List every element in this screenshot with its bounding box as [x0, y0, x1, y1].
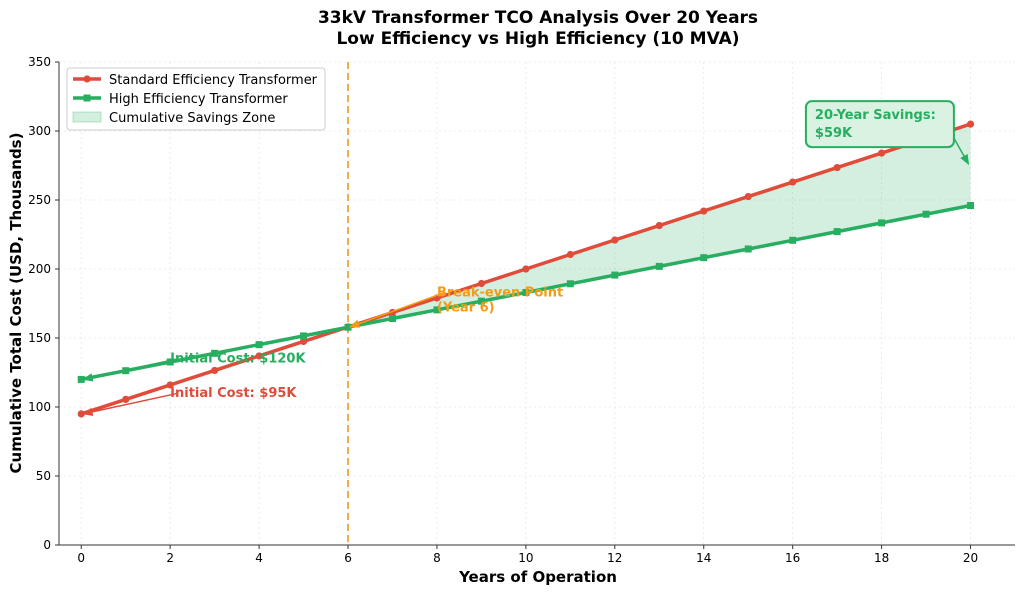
- x-tick-label-14: 14: [696, 551, 711, 565]
- point-s0-2: [166, 381, 174, 389]
- savings-label-box: [804, 100, 955, 149]
- x-tick-label-16: 16: [785, 551, 800, 565]
- savings-label-line1: 20-Year Savings:: [815, 108, 936, 123]
- point-s0-3: [211, 366, 219, 375]
- y-tick-label-50: 50: [36, 469, 51, 483]
- point-s1-6: [344, 323, 352, 331]
- x-tick-label-2: 2: [166, 551, 174, 565]
- annotation-arrow-init-std: [82, 392, 179, 416]
- point-s1-18: [878, 219, 886, 227]
- point-s1-9: [477, 297, 485, 305]
- x-tick-label-10: 10: [518, 551, 533, 565]
- point-s1-12: [611, 271, 619, 279]
- savings-arrow: [953, 137, 970, 166]
- y-tick-label-300: 300: [28, 124, 51, 138]
- point-s1-5: [300, 332, 308, 340]
- point-s1-17: [833, 228, 841, 236]
- x-axis-label: Years of Operation: [458, 568, 617, 586]
- y-tick-label-200: 200: [28, 262, 51, 276]
- point-s1-4: [255, 341, 263, 349]
- x-tick-label-4: 4: [255, 551, 263, 565]
- x-tick-label-20: 20: [963, 551, 978, 565]
- point-s1-2: [166, 358, 174, 366]
- annotation-init-std: Initial Cost: $95K: [170, 386, 297, 401]
- annotation-arrow-init-high: [82, 357, 179, 382]
- y-tick-label-150: 150: [28, 331, 51, 345]
- point-s1-11: [566, 280, 574, 288]
- point-s1-19: [922, 210, 930, 218]
- point-s0-14: [700, 207, 708, 215]
- legend-label-0: Standard Efficiency Transformer: [109, 73, 318, 88]
- annotation-breakeven-line2: (Year 6): [437, 300, 495, 315]
- point-s0-15: [744, 192, 752, 201]
- y-tick-label-250: 250: [28, 193, 51, 207]
- annotations: Break-even Point(Year 6) Initial Cost: $1…: [82, 100, 970, 416]
- x-tick-label-8: 8: [433, 551, 441, 565]
- x-tick-label-18: 18: [874, 551, 889, 565]
- annotation-init-high: Initial Cost: $120K: [170, 352, 306, 367]
- point-s0-9: [477, 279, 486, 288]
- point-s0-10: [522, 265, 530, 273]
- y-tick-label-100: 100: [28, 400, 51, 414]
- point-s1-14: [700, 254, 708, 262]
- legend-label-fill: Cumulative Savings Zone: [109, 111, 275, 126]
- point-s0-16: [789, 178, 797, 186]
- point-s0-13: [655, 221, 663, 230]
- series-layer: [77, 120, 975, 418]
- legend-marker-1: [83, 94, 91, 102]
- x-tick-label-6: 6: [344, 551, 352, 565]
- x-tick-label-0: 0: [77, 551, 85, 565]
- x-tick-label-12: 12: [607, 551, 622, 565]
- point-s0-12: [611, 236, 619, 244]
- point-s1-16: [789, 236, 797, 244]
- chart-subtitle: Low Efficiency vs High Efficiency (10 MV…: [336, 29, 739, 49]
- point-s1-20: [967, 202, 975, 210]
- point-s0-20: [966, 120, 975, 128]
- savings-label-line2: $59K: [815, 126, 853, 141]
- point-s1-13: [655, 262, 663, 270]
- point-s0-4: [255, 352, 263, 360]
- y-tick-label-350: 350: [28, 55, 51, 69]
- point-s1-3: [211, 349, 219, 357]
- y-tick-label-0: 0: [43, 538, 51, 552]
- legend: Standard Efficiency Transformer High Effi…: [66, 67, 326, 131]
- annotation-breakeven: Break-even Point: [437, 285, 563, 300]
- point-s1-0: [77, 375, 85, 383]
- point-s0-5: [299, 337, 308, 346]
- legend-swatch-fill: [72, 111, 102, 123]
- legend-marker-0: [83, 75, 91, 83]
- legend-box: [66, 67, 326, 131]
- y-axis-label: Cumulative Total Cost (USD, Thousands): [7, 133, 25, 474]
- point-s1-15: [744, 245, 752, 253]
- point-s0-18: [878, 149, 886, 157]
- point-s0-17: [833, 163, 841, 172]
- point-s0-11: [566, 250, 574, 259]
- point-s1-10: [522, 288, 530, 296]
- point-s1-8: [433, 306, 441, 314]
- legend-label-1: High Efficiency Transformer: [109, 92, 288, 107]
- chart-title: 33kV Transformer TCO Analysis Over 20 Ye…: [318, 8, 758, 28]
- annotation-arrow-breakeven: [349, 291, 446, 328]
- point-s0-1: [122, 395, 130, 404]
- point-s1-7: [388, 315, 396, 323]
